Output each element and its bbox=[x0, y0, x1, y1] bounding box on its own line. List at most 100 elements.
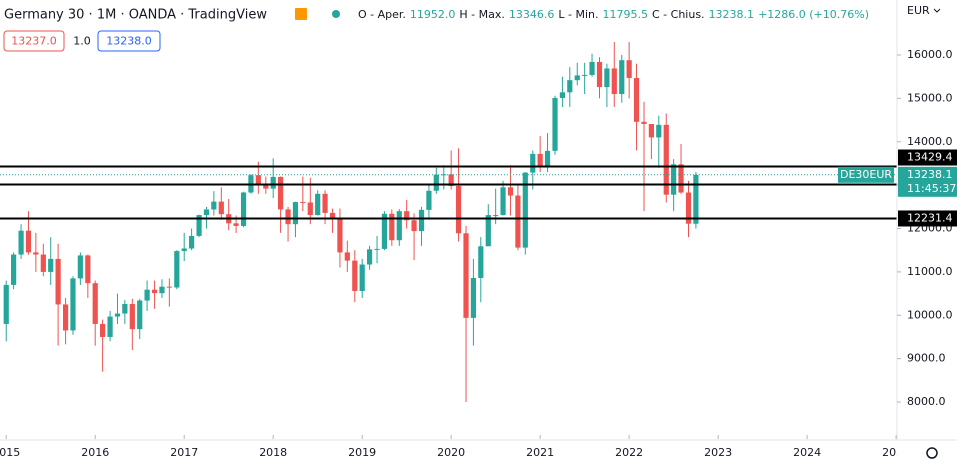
candle-body bbox=[129, 303, 135, 330]
y-tick-label: 15000.0 bbox=[907, 91, 953, 104]
last-price-box bbox=[898, 166, 957, 197]
candle-body bbox=[404, 211, 410, 221]
candle-body bbox=[656, 124, 662, 138]
candle-body bbox=[77, 255, 83, 279]
candle-body bbox=[418, 209, 425, 232]
candle-body bbox=[181, 248, 187, 252]
level-label: 13429.4 bbox=[907, 151, 953, 164]
candle-body bbox=[263, 184, 269, 189]
settings-icon[interactable] bbox=[926, 447, 938, 459]
candle-body bbox=[233, 223, 239, 226]
candle-body bbox=[493, 215, 499, 217]
candle-body bbox=[463, 233, 469, 318]
x-tick-label: 2020 bbox=[437, 446, 465, 459]
symbol-box bbox=[838, 166, 894, 183]
candle-body bbox=[389, 213, 395, 241]
candle-body bbox=[441, 174, 447, 176]
x-tick-label: 2017 bbox=[170, 446, 198, 459]
candle-body bbox=[322, 193, 328, 213]
price-axis bbox=[897, 0, 957, 466]
ohlc-text: 11795.5 bbox=[603, 8, 649, 21]
candle-body bbox=[693, 174, 699, 224]
candle-body bbox=[100, 323, 106, 337]
candle-body bbox=[567, 80, 573, 93]
candle-body bbox=[285, 209, 291, 225]
candle-body bbox=[559, 92, 566, 98]
currency: EUR bbox=[907, 4, 930, 17]
x-tick-label: 2021 bbox=[526, 446, 554, 459]
candle-body bbox=[18, 230, 24, 255]
candle-body bbox=[426, 190, 432, 210]
candle-body bbox=[137, 300, 143, 330]
x-tick-label: 2023 bbox=[704, 446, 732, 459]
last-price-label: 13238.1 bbox=[907, 168, 953, 181]
candle-body bbox=[685, 192, 692, 224]
candle-body bbox=[25, 230, 32, 253]
candle-body bbox=[507, 187, 514, 196]
price-button[interactable] bbox=[3, 30, 65, 52]
countdown: 11:45:37 bbox=[907, 182, 956, 195]
chart-title: Germany 30 · 1M · OANDA · TradingView bbox=[4, 8, 267, 23]
candle-body bbox=[62, 304, 69, 331]
candle-body bbox=[277, 176, 284, 210]
candle-body bbox=[329, 212, 336, 218]
candle-body bbox=[522, 172, 528, 248]
candle-body bbox=[641, 121, 647, 124]
candle-body bbox=[433, 174, 439, 191]
price-button-label[interactable]: 13238.0 bbox=[106, 35, 152, 48]
x-tick-label: 2016 bbox=[81, 446, 109, 459]
candle-body bbox=[315, 193, 321, 216]
candle-body bbox=[196, 215, 202, 236]
candle-body bbox=[218, 201, 224, 215]
price-button[interactable] bbox=[97, 30, 161, 52]
candle-body bbox=[151, 289, 158, 294]
candle-body bbox=[626, 60, 632, 78]
candle-body bbox=[48, 258, 54, 272]
ohlc-text: +1286.0 (+10.76%) bbox=[758, 8, 869, 21]
candle-body bbox=[114, 313, 121, 317]
ohlc-text: C - Chius. bbox=[652, 8, 705, 21]
candle-body bbox=[352, 260, 358, 291]
candle-body bbox=[211, 201, 217, 210]
x-tick-label: 2018 bbox=[259, 446, 287, 459]
candle-body bbox=[663, 124, 669, 195]
candle-body bbox=[203, 209, 210, 216]
price-button-label[interactable]: 13237.0 bbox=[11, 35, 57, 48]
candle-body bbox=[159, 286, 165, 294]
candle-body bbox=[92, 283, 98, 324]
candle-body bbox=[359, 264, 365, 291]
candle-body bbox=[3, 284, 9, 324]
candle-body bbox=[85, 255, 91, 284]
y-tick-label: 11000.0 bbox=[907, 265, 953, 278]
candle-body bbox=[485, 215, 491, 247]
ohlc-text: 11952.0 bbox=[410, 8, 456, 21]
candle-body bbox=[122, 303, 128, 314]
ohlc-text: H - Max. bbox=[459, 8, 504, 21]
x-tick-label: 2024 bbox=[793, 446, 821, 459]
candle-body bbox=[374, 248, 380, 250]
candle-body bbox=[671, 164, 677, 195]
candle-body bbox=[596, 61, 603, 88]
candle-body bbox=[344, 252, 350, 261]
candle-body bbox=[470, 277, 477, 318]
y-tick-label: 9000.0 bbox=[907, 352, 946, 365]
spread-label: 1.0 bbox=[73, 35, 91, 48]
candle-body bbox=[292, 202, 299, 225]
y-tick-label: 10000.0 bbox=[907, 308, 953, 321]
candle-body bbox=[604, 68, 610, 88]
flag-icon bbox=[295, 8, 307, 20]
level-label: 12231.4 bbox=[907, 211, 953, 224]
currency-caret bbox=[933, 8, 941, 13]
candle-body bbox=[537, 153, 543, 167]
candle-body bbox=[455, 186, 462, 234]
candle-body bbox=[270, 176, 276, 189]
candle-body bbox=[188, 235, 195, 249]
candle-body bbox=[381, 213, 388, 249]
candle-body bbox=[144, 289, 150, 301]
level-label-box bbox=[898, 210, 957, 227]
ohlc-text: 13238.1 bbox=[709, 8, 755, 21]
x-tick-label: 2015 bbox=[0, 446, 20, 459]
